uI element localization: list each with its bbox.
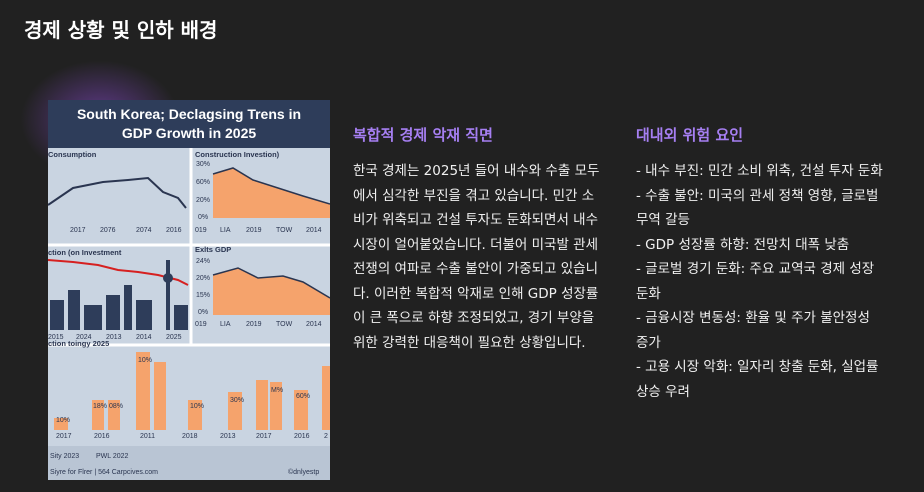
panel-label: 30% — [196, 161, 210, 168]
panel-line — [212, 267, 330, 299]
image-footer — [48, 446, 330, 480]
panel-label: 2016 — [94, 433, 110, 440]
panel-label: LIA — [220, 227, 231, 234]
panel-label: 2018 — [182, 433, 198, 440]
panel-label: TOW — [276, 321, 293, 328]
column: 대내외 위험 요인 - 내수 부진: 민간 소비 위축, 건설 투자 둔화 - 수… — [636, 124, 884, 404]
panel-title: ction toingy 2025 — [48, 339, 109, 348]
panel-label: 2014 — [306, 227, 322, 234]
risk-item: - 글로벌 경기 둔화: 주요 교역국 경제 성장 둔화 — [636, 261, 875, 302]
panel-label: TOW — [276, 227, 293, 234]
bar-label: 30% — [230, 397, 244, 404]
panel-label: 2014 — [136, 334, 152, 341]
panel-label: 2014 — [306, 321, 322, 328]
panel-label: 2016 — [166, 227, 182, 234]
footer-text: PWL 2022 — [96, 453, 129, 460]
risk-item: - 금융시장 변동성: 환율 및 주가 불안정성 증가 — [636, 310, 870, 351]
footer-text: Siyre for Flrer | 564 Carpcives.com — [50, 469, 158, 476]
infographic-image: South Korea; Declagsing Trens in GDP Gro… — [48, 100, 330, 480]
panel-label: 20% — [196, 197, 210, 204]
panel-title: Consumption — [48, 150, 97, 159]
bar-label: 10% — [190, 403, 204, 410]
panel-label: LIA — [220, 321, 231, 328]
panel-label: 15% — [196, 292, 210, 299]
panel-label: 2013 — [220, 433, 236, 440]
bar-label: 10% — [56, 417, 70, 424]
panel-label: 0% — [198, 309, 208, 316]
panel-title: ction (on Investment — [48, 248, 122, 257]
risk-item: - 고용 시장 악화: 일자리 창출 둔화, 실업률 상승 우려 — [636, 359, 879, 400]
panel-label: 2017 — [56, 433, 72, 440]
footer-text: ©dnlyestp — [288, 468, 319, 476]
bar-label: 08% — [109, 403, 123, 410]
bar-label: M% — [271, 387, 283, 394]
panel-label: 0% — [198, 214, 208, 221]
risk-list: - 내수 부진: 민간 소비 위축, 건설 투자 둔화 - 수출 불안: 미국의 … — [636, 159, 884, 404]
slide-title: 경제 상황 및 인하 배경 — [24, 18, 218, 42]
bar-label: 60% — [296, 393, 310, 400]
panel-label: 2015 — [48, 334, 64, 341]
panel-label: 2013 — [106, 334, 122, 341]
panel-label: 2016 — [294, 433, 310, 440]
panel-label: 2 — [324, 433, 328, 440]
panel-area — [213, 268, 330, 315]
panel-label: 60% — [196, 179, 210, 186]
image-header — [48, 100, 330, 148]
panel-label: 2019 — [246, 227, 262, 234]
panel-label: 2019 — [246, 321, 262, 328]
panel-label: 019 — [195, 227, 207, 234]
panel-label: 019 — [195, 321, 207, 328]
city-silhouette — [50, 260, 188, 330]
panel-label: 20% — [196, 275, 210, 282]
panel-label: 2025 — [166, 334, 182, 341]
column-body: 한국 경제는 2025년 들어 내수와 수출 모두에서 심각한 부진을 겪고 있… — [353, 163, 600, 351]
panel-label: 2074 — [136, 227, 152, 234]
panel-label: 2017 — [70, 227, 86, 234]
image-title: South Korea; Declagsing Trens in — [77, 106, 301, 122]
panel-bars — [54, 352, 330, 430]
panel-label: 2076 — [100, 227, 116, 234]
column: 복합적 경제 악재 직면 한국 경제는 2025년 들어 내수와 수출 모두에서… — [353, 124, 601, 355]
bar-label: 18% — [93, 403, 107, 410]
panel-line — [48, 176, 187, 209]
risk-item: - 수출 불안: 미국의 관세 정책 영향, 글로벌 무역 갈등 — [636, 187, 879, 229]
column-heading: 대내외 위험 요인 — [636, 126, 744, 144]
panel-label: 24% — [196, 258, 210, 265]
panel-line — [48, 259, 189, 286]
risk-item: - 내수 부진: 민간 소비 위축, 건설 투자 둔화 — [636, 163, 883, 179]
panel-line — [212, 167, 330, 205]
bar-label: 10% — [138, 357, 152, 364]
panel-area — [213, 168, 330, 218]
panel-label: 2017 — [256, 433, 272, 440]
footer-text: Sity 2023 — [50, 453, 79, 460]
column-heading: 복합적 경제 악재 직면 — [353, 126, 493, 144]
panel-label: 2024 — [76, 334, 92, 341]
risk-item: - GDP 성장률 하향: 전망치 대폭 낮춤 — [636, 236, 850, 253]
panel-label: 2011 — [140, 433, 155, 440]
panel-title: Construction Investion) — [195, 150, 280, 159]
image-title: GDP Growth in 2025 — [122, 125, 257, 141]
panel-title: Exlts GDP — [195, 245, 231, 254]
